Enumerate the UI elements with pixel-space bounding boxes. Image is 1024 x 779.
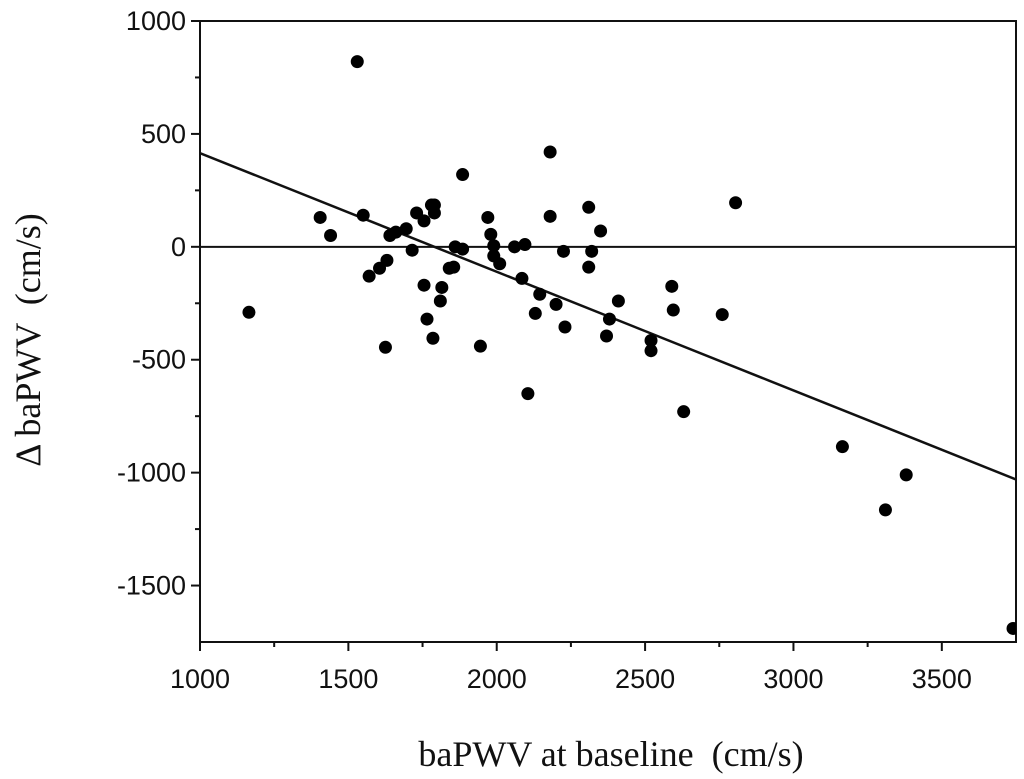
y-tick-label: -1500: [117, 571, 186, 601]
data-point: [356, 208, 370, 222]
x-tick-label: 3500: [912, 664, 972, 694]
data-point: [715, 308, 729, 322]
data-point: [417, 214, 431, 228]
data-point: [362, 269, 376, 283]
data-point: [558, 320, 572, 334]
data-point: [549, 297, 563, 311]
data-point: [835, 440, 849, 454]
data-point: [602, 312, 616, 326]
data-point: [324, 229, 338, 243]
data-point: [521, 387, 535, 401]
data-point: [729, 196, 743, 210]
data-point: [350, 55, 364, 69]
data-point: [543, 209, 557, 223]
data-point: [594, 224, 608, 238]
x-tick-label: 1000: [170, 664, 230, 694]
x-tick-label: 2500: [615, 664, 675, 694]
data-point: [644, 334, 658, 348]
data-point: [380, 253, 394, 267]
x-tick-label: 1500: [318, 664, 378, 694]
plot-frame: [199, 20, 1017, 643]
x-tick-label: 2000: [467, 664, 527, 694]
data-point: [666, 303, 680, 317]
data-point: [556, 244, 570, 258]
data-point: [426, 331, 440, 345]
data-point: [677, 405, 691, 419]
data-point: [582, 260, 596, 274]
data-point: [878, 503, 892, 517]
data-point: [493, 257, 507, 271]
y-tick-label: 500: [141, 119, 186, 149]
data-point: [611, 294, 625, 308]
data-point: [447, 260, 461, 274]
data-point: [518, 238, 532, 252]
data-point: [487, 239, 501, 253]
data-point: [456, 168, 470, 182]
data-point: [473, 339, 487, 353]
data-point: [484, 227, 498, 241]
x-axis-title: baPWV at baseline (cm/s): [418, 734, 803, 774]
data-point: [242, 305, 256, 319]
data-point: [528, 306, 542, 320]
plot-area: 1000 500 0 -500 -1000 -1500 1000 1500 2000 2500 30…: [117, 6, 1017, 694]
y-tick-label: -500: [132, 345, 186, 375]
data-point: [585, 244, 599, 258]
data-point: [481, 210, 495, 224]
data-point: [427, 198, 441, 212]
x-tick-label: 3000: [763, 664, 823, 694]
data-point: [600, 329, 614, 343]
data-point: [433, 294, 447, 308]
data-point: [1006, 621, 1016, 635]
data-point: [665, 279, 679, 293]
data-point: [420, 312, 434, 326]
data-point: [582, 200, 596, 214]
data-point: [515, 271, 529, 285]
data-point: [456, 242, 470, 256]
data-point: [899, 468, 913, 482]
data-point: [389, 225, 403, 239]
data-point: [313, 210, 327, 224]
data-point: [399, 222, 413, 236]
data-point: [378, 340, 392, 354]
data-point: [417, 278, 431, 292]
y-tick-label: -1000: [117, 458, 186, 488]
y-tick-label: 0: [171, 232, 186, 262]
y-axis-title: Δ baPWV (cm/s): [8, 213, 48, 466]
data-point: [405, 243, 419, 257]
y-tick-label: 1000: [126, 6, 186, 36]
data-point: [543, 145, 557, 159]
data-point: [435, 280, 449, 294]
data-point: [644, 344, 658, 358]
data-point: [508, 240, 522, 254]
data-point: [533, 287, 547, 301]
